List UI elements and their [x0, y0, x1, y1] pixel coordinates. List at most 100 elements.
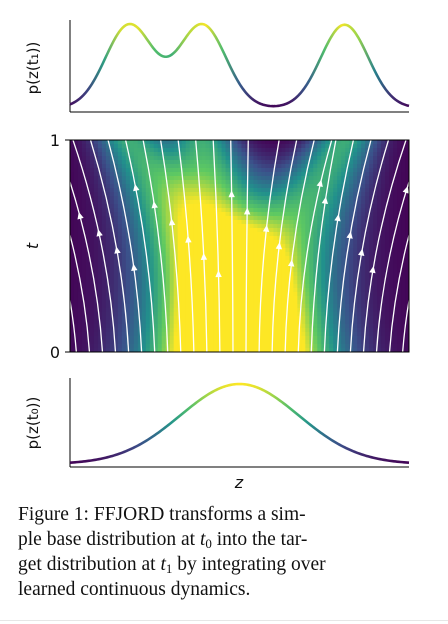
heatmap-cell — [137, 288, 143, 293]
heatmap-cell — [373, 188, 378, 193]
heatmap-cell — [93, 264, 99, 269]
heatmap-cell — [181, 260, 187, 265]
heatmap-cell — [289, 316, 294, 321]
heatmap-cell — [389, 300, 394, 305]
heatmap-cell — [161, 276, 167, 281]
heatmap-cell — [305, 240, 310, 245]
heatmap-cell — [181, 164, 187, 169]
heatmap-cell — [305, 348, 310, 352]
heatmap-cell — [237, 192, 243, 197]
heatmap-cell — [309, 144, 314, 149]
heatmap-cell — [345, 160, 350, 165]
heatmap-cell — [221, 284, 227, 289]
heatmap-cell — [105, 268, 111, 273]
heatmap-cell — [385, 308, 390, 313]
heatmap-cell — [125, 300, 131, 305]
heatmap-cell — [185, 204, 191, 209]
heatmap-cell — [93, 312, 99, 317]
heatmap-cell — [261, 156, 267, 161]
heatmap-cell — [221, 336, 227, 341]
heatmap-cell — [281, 240, 286, 245]
heatmap-cell — [213, 216, 219, 221]
heatmap-cell — [397, 288, 402, 293]
heatmap-cell — [393, 204, 398, 209]
heatmap-cell — [289, 184, 294, 189]
heatmap-cell — [197, 320, 203, 325]
heatmap-cell — [133, 160, 139, 165]
heatmap-cell — [237, 220, 243, 225]
heatmap-cell — [133, 340, 139, 345]
heatmap-cell — [121, 160, 127, 165]
heatmap-cell — [257, 156, 263, 161]
heatmap-cell — [217, 196, 223, 201]
heatmap-cell — [197, 348, 203, 352]
heatmap-cell — [329, 268, 334, 273]
heatmap-cell — [277, 252, 282, 257]
heatmap-cell — [317, 220, 322, 225]
heatmap-cell — [237, 300, 243, 305]
heatmap-cell — [333, 164, 338, 169]
heatmap-cell — [177, 348, 183, 352]
heatmap-cell — [253, 224, 259, 229]
heatmap-cell — [145, 224, 151, 229]
heatmap-cell — [117, 256, 123, 261]
heatmap-cell — [89, 328, 95, 333]
heatmap-cell — [389, 200, 394, 205]
heatmap-cell — [233, 184, 239, 189]
heatmap-cell — [113, 228, 119, 233]
heatmap-cell — [197, 220, 203, 225]
heatmap-cell — [89, 236, 95, 241]
heatmap-cell — [197, 176, 203, 181]
heatmap-cell — [309, 236, 314, 241]
heatmap-cell — [141, 228, 147, 233]
heatmap-cell — [193, 160, 199, 165]
heatmap-cell — [221, 244, 227, 249]
heatmap-cell — [337, 152, 342, 157]
heatmap-cell — [405, 280, 409, 285]
heatmap-cell — [393, 148, 398, 153]
heatmap-cell — [285, 220, 290, 225]
heatmap-cell — [261, 144, 267, 149]
heatmap-cell — [389, 180, 394, 185]
heatmap-cell — [377, 204, 382, 209]
heatmap-cell — [181, 308, 187, 313]
heatmap-cell — [73, 188, 79, 193]
heatmap-cell — [261, 220, 267, 225]
heatmap-cell — [249, 168, 255, 173]
heatmap-cell — [81, 188, 87, 193]
heatmap-cell — [353, 164, 358, 169]
heatmap-cell — [389, 348, 394, 352]
heatmap-cell — [241, 332, 247, 337]
heatmap-cell — [193, 308, 199, 313]
heatmap-cell — [369, 324, 374, 329]
heatmap-cell — [357, 336, 362, 341]
heatmap-cell — [377, 268, 382, 273]
heatmap-cell — [117, 304, 123, 309]
heatmap-cell — [145, 340, 151, 345]
heatmap-cell — [405, 260, 409, 265]
heatmap-cell — [293, 188, 298, 193]
heatmap-cell — [333, 204, 338, 209]
heatmap-cell — [117, 216, 123, 221]
heatmap-cell — [125, 212, 131, 217]
heatmap-cell — [121, 264, 127, 269]
heatmap-cell — [165, 216, 171, 221]
heatmap-cell — [141, 340, 147, 345]
heatmap-cell — [269, 168, 274, 173]
heatmap-cell — [385, 188, 390, 193]
heatmap-cell — [193, 244, 199, 249]
heatmap-cell — [289, 168, 294, 173]
heatmap-cell — [157, 268, 163, 273]
heatmap-cell — [373, 224, 378, 229]
heatmap-cell — [197, 240, 203, 245]
heatmap-cell — [81, 224, 87, 229]
heatmap-cell — [109, 292, 115, 297]
heatmap-cell — [265, 264, 271, 269]
heatmap-cell — [389, 216, 394, 221]
heatmap-cell — [169, 208, 175, 213]
heatmap-cell — [301, 304, 306, 309]
heatmap-cell — [393, 312, 398, 317]
heatmap-cell — [141, 256, 147, 261]
heatmap-cell — [161, 348, 167, 352]
heatmap-cell — [341, 288, 346, 293]
